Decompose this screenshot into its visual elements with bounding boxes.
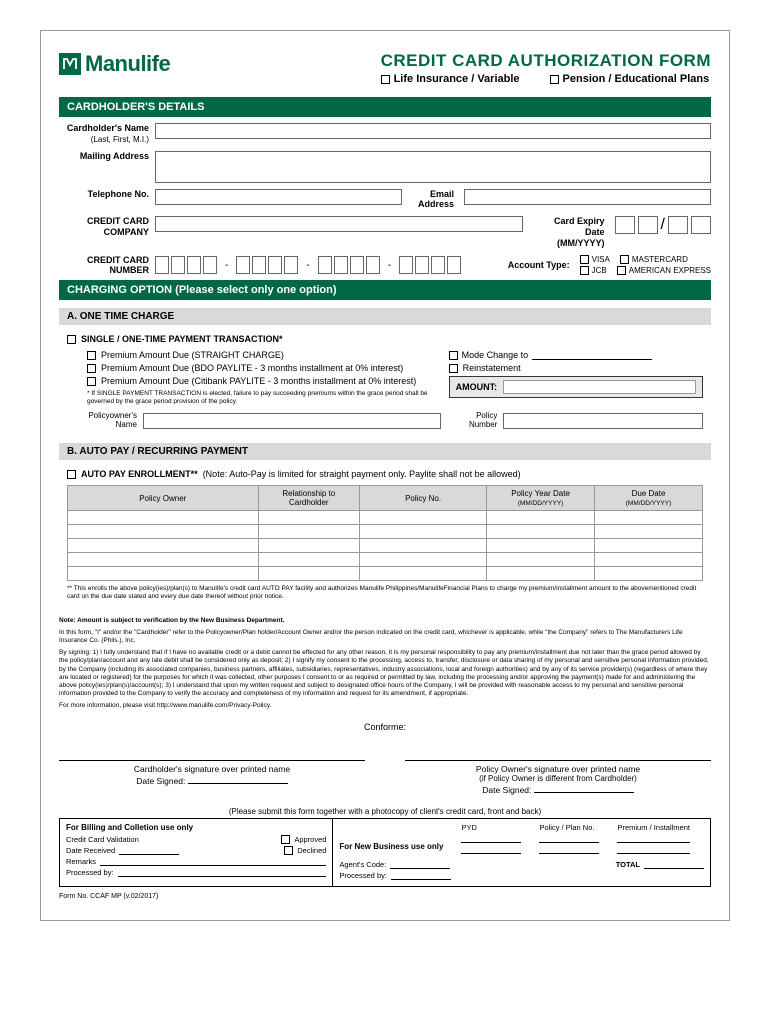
opt-mode-change[interactable]: Mode Change to: [449, 350, 703, 360]
subtitle-life[interactable]: Life Insurance / Variable: [381, 73, 520, 85]
label-cardholder-name: Cardholder's Name(Last, First, M.I.): [59, 123, 149, 145]
input-cc-company[interactable]: [155, 216, 523, 232]
fine-print-single: * If SINGLE PAYMENT TRANSACTION is elect…: [87, 390, 449, 406]
autopay-footnote: ** This enrolls the above policy(ies)/pl…: [67, 585, 703, 601]
input-processed-by-billing[interactable]: [118, 868, 327, 877]
subtitle-pension[interactable]: Pension / Educational Plans: [550, 73, 710, 85]
conforme-label: Conforme:: [59, 722, 711, 732]
th-rel: Relationship to Cardholder: [258, 486, 360, 511]
submit-note: (Please submit this form together with a…: [59, 805, 711, 818]
section-cardholder: CARDHOLDER'S DETAILS: [59, 97, 711, 117]
subsection-onetime: A. ONE TIME CHARGE: [59, 308, 711, 325]
opt-jcb[interactable]: JCB: [580, 266, 607, 275]
office-use-box: For Billing and Colletion use only Credi…: [59, 818, 711, 887]
opt-amex[interactable]: AMERICAN EXPRESS: [617, 266, 711, 275]
label-policy-number: Policy Number: [447, 412, 497, 430]
input-policy-number[interactable]: [503, 413, 703, 429]
input-processed-by-nb[interactable]: [391, 871, 451, 880]
input-date-signed-cardholder[interactable]: [188, 774, 288, 784]
table-row[interactable]: [68, 553, 703, 567]
opt-mastercard[interactable]: MASTERCARD: [620, 255, 688, 264]
billing-title: For Billing and Colletion use only: [66, 823, 326, 832]
form-page: Manulife CREDIT CARD AUTHORIZATION FORM …: [40, 30, 730, 921]
label-mailing-address: Mailing Address: [59, 151, 149, 162]
cc-number-group2[interactable]: [236, 256, 298, 274]
input-policyowner-name[interactable]: [143, 413, 441, 429]
opt-reinstatement[interactable]: Reinstatement: [449, 363, 703, 373]
logo-mark-icon: [59, 53, 81, 75]
input-date-received[interactable]: [119, 846, 179, 855]
logo: Manulife: [59, 51, 170, 77]
expiry-boxes[interactable]: /: [615, 216, 711, 234]
input-remarks[interactable]: [100, 857, 326, 866]
legal-p2: By signing: 1) I fully understand that i…: [59, 649, 711, 698]
opt-autopay-enroll[interactable]: AUTO PAY ENROLLMENT** (Note: Auto-Pay is…: [67, 469, 703, 479]
amount-box: AMOUNT:: [449, 376, 703, 398]
input-total[interactable]: [644, 860, 704, 869]
table-row[interactable]: [68, 525, 703, 539]
subsection-autopay: B. AUTO PAY / RECURRING PAYMENT: [59, 443, 711, 460]
chk-declined[interactable]: [284, 846, 293, 855]
cc-number-group4[interactable]: [399, 256, 461, 274]
cc-number-group1[interactable]: [155, 256, 217, 274]
legal-block: Note: Amount is subject to verification …: [59, 617, 711, 710]
checkbox-icon[interactable]: [381, 75, 390, 84]
chk-approved[interactable]: [281, 835, 290, 844]
autopay-table: Policy Owner Relationship to Cardholder …: [67, 485, 703, 581]
input-email[interactable]: [464, 189, 711, 205]
label-expiry: Card Expiry Date(MM/YYYY): [529, 216, 609, 248]
checkbox-icon[interactable]: [550, 75, 559, 84]
input-amount[interactable]: [503, 380, 696, 394]
opt-citibank[interactable]: Premium Amount Due (Citibank PAYLITE - 3…: [87, 376, 449, 386]
title-block: CREDIT CARD AUTHORIZATION FORM Life Insu…: [381, 51, 711, 85]
sig-cardholder: Cardholder's signature over printed name…: [59, 760, 365, 795]
opt-single-payment[interactable]: SINGLE / ONE-TIME PAYMENT TRANSACTION*: [67, 334, 703, 344]
input-mailing-address[interactable]: [155, 151, 711, 183]
th-policy: Policy No.: [360, 486, 487, 511]
form-number: Form No. CCAF MP (v.02/2017): [59, 893, 711, 900]
legal-p1: In this form, "I" and/or the "Cardholder…: [59, 629, 711, 645]
table-row[interactable]: [68, 567, 703, 581]
label-cc-company: CREDIT CARD COMPANY: [59, 216, 149, 238]
logo-text: Manulife: [85, 51, 170, 77]
opt-visa[interactable]: VISA: [580, 255, 610, 264]
th-due: Due Date(MM/DD/YYYY): [595, 486, 703, 511]
section-charging: CHARGING OPTION (Please select only one …: [59, 280, 711, 300]
input-telephone[interactable]: [155, 189, 402, 205]
cc-number-group3[interactable]: [318, 256, 380, 274]
label-cc-number: CREDIT CARD NUMBER: [59, 255, 149, 277]
th-owner: Policy Owner: [68, 486, 259, 511]
th-year: Policy Year Date(MM/DD/YYYY): [487, 486, 595, 511]
input-cardholder-name[interactable]: [155, 123, 711, 139]
legal-p3: For more information, please visit http:…: [59, 702, 711, 710]
label-telephone: Telephone No.: [59, 189, 149, 200]
table-row[interactable]: [68, 539, 703, 553]
label-account-type: Account Type:: [504, 260, 574, 271]
input-date-signed-owner[interactable]: [534, 783, 634, 793]
opt-straight[interactable]: Premium Amount Due (STRAIGHT CHARGE): [87, 350, 449, 360]
legal-note-bold: Note: Amount is subject to verification …: [59, 617, 711, 625]
label-email: Email Address: [408, 189, 458, 211]
header: Manulife CREDIT CARD AUTHORIZATION FORM …: [59, 51, 711, 85]
form-title: CREDIT CARD AUTHORIZATION FORM: [381, 51, 711, 71]
input-agents-code[interactable]: [390, 860, 450, 869]
nb-title: For New Business use only: [339, 842, 443, 851]
label-policyowner-name: Policyowner's Name: [67, 412, 137, 430]
opt-bdo[interactable]: Premium Amount Due (BDO PAYLITE - 3 mont…: [87, 363, 449, 373]
table-row[interactable]: [68, 511, 703, 525]
sig-policyowner: Policy Owner's signature over printed na…: [405, 760, 711, 795]
